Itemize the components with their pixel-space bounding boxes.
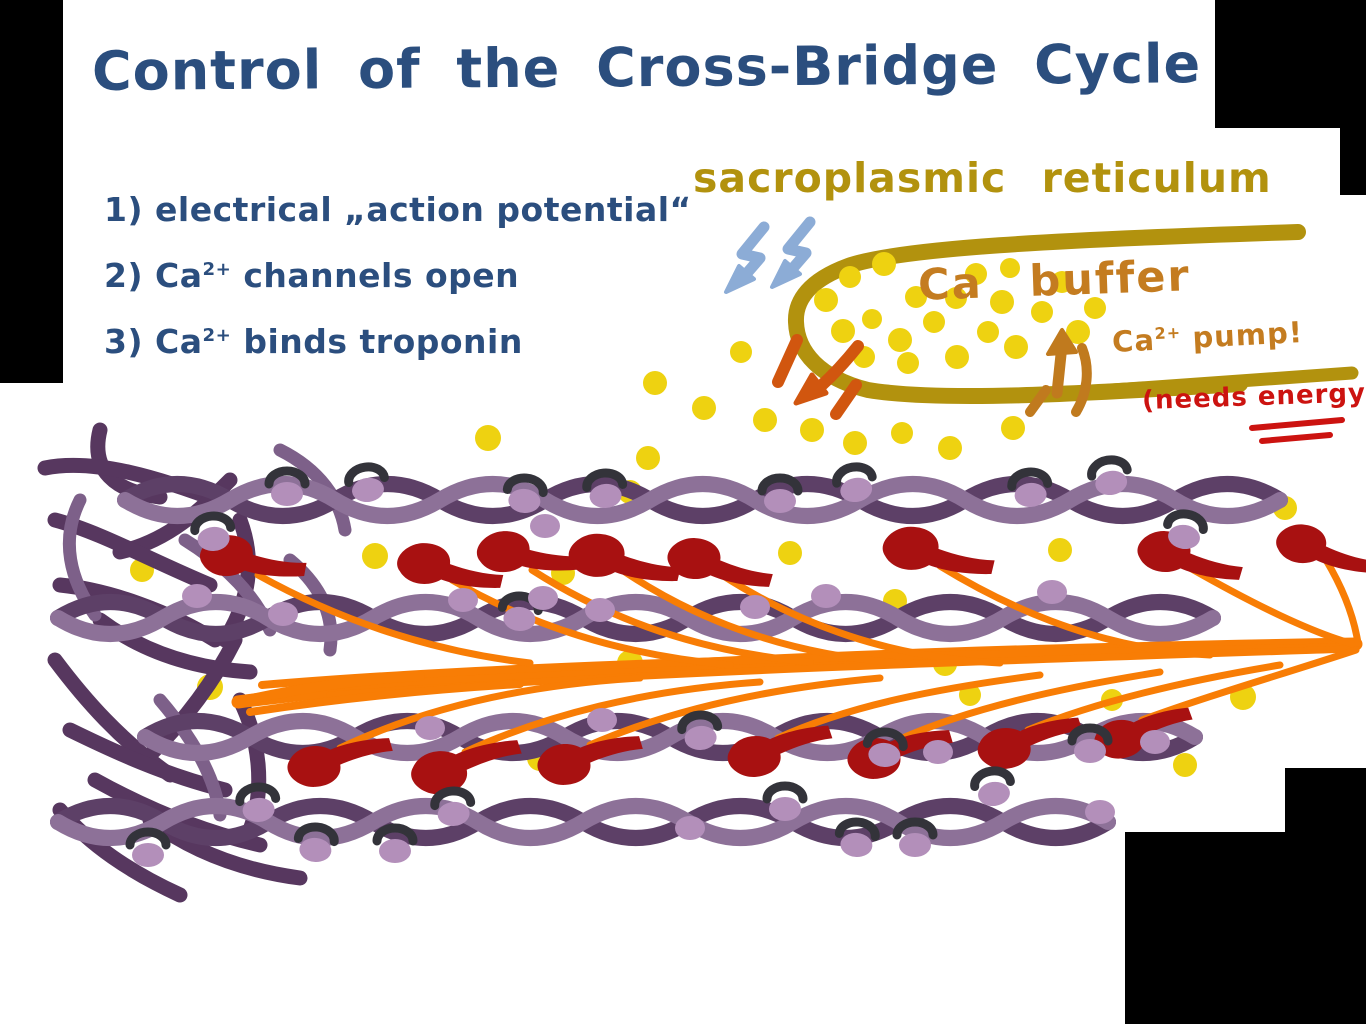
page-title: Control of the Cross-Bridge Cycle <box>91 32 1202 103</box>
step-2-text: 2) Ca <box>104 256 203 295</box>
step-1-action-potential: 1) electrical „action potential“ <box>104 190 692 229</box>
step-3-text-post: binds troponin <box>231 322 523 361</box>
energy-word: energy <box>1257 378 1366 413</box>
transparent-region-bottom-right <box>1125 832 1366 1024</box>
energy-note-pre: (needs <box>1141 382 1259 417</box>
transparent-region-left <box>0 0 63 383</box>
ca-pump-text-post: pump! <box>1180 315 1304 356</box>
step-2-superscript: 2+ <box>202 259 232 280</box>
ca-pump-arrow <box>1025 328 1092 417</box>
step-3-text: 3) Ca <box>104 322 203 361</box>
calcium-ions-released <box>475 341 1025 504</box>
step-2-ca-channels-open: 2) Ca2+ channels open <box>104 256 519 295</box>
step-1-text: 1) electrical „action potential“ <box>104 190 692 229</box>
sarcoplasmic-reticulum-label: sacroplasmic reticulum <box>693 154 1272 202</box>
myosin-tails-lower <box>336 646 1360 756</box>
ca-pump-superscript: 2+ <box>1154 322 1182 344</box>
step-3-ca-binds-troponin: 3) Ca2+ binds troponin <box>104 322 523 361</box>
actin-filament-2 <box>50 594 1221 642</box>
ca-buffer-label: Ca buffer <box>917 251 1192 311</box>
actin-filament-1 <box>117 476 1288 524</box>
transparent-region-top-right-step <box>1340 0 1366 195</box>
sr-membrane <box>788 224 1359 405</box>
step-2-text-post: channels open <box>231 256 520 295</box>
actin-filament-4 <box>50 798 1116 846</box>
myosin-thick-filament <box>231 556 1363 756</box>
action-potential-arrows <box>724 216 816 294</box>
step-3-superscript: 2+ <box>202 325 232 346</box>
ca-pump-text: Ca <box>1111 322 1156 359</box>
calcium-ions-in-sr <box>814 252 1106 374</box>
energy-underline <box>1249 417 1345 444</box>
ca-release-arrows <box>772 334 864 420</box>
myosin-tails-upper <box>254 556 1362 669</box>
